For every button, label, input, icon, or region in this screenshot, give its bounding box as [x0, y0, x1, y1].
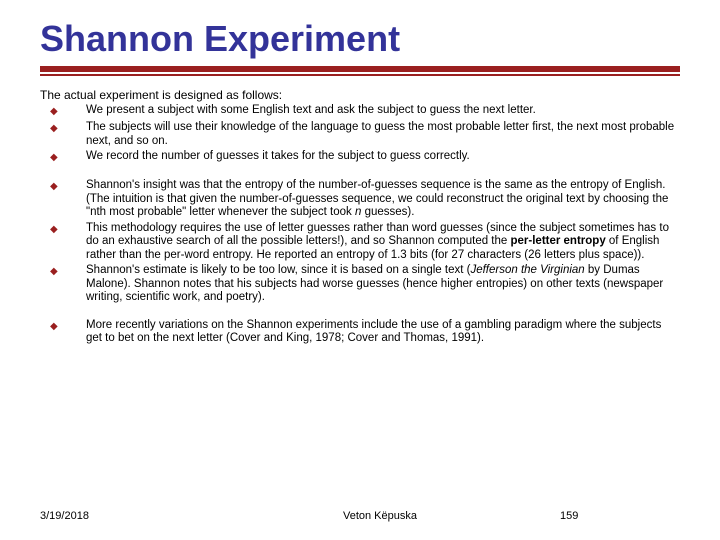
slide-footer: 3/19/2018 Veton Këpuska 159: [40, 510, 680, 522]
bullet-text: The subjects will use their knowledge of…: [86, 121, 680, 148]
title-rule: [40, 66, 680, 76]
list-item: ◆ More recently variations on the Shanno…: [50, 319, 680, 346]
diamond-icon: ◆: [50, 264, 86, 279]
diamond-icon: ◆: [50, 319, 86, 334]
intro-text: The actual experiment is designed as fol…: [40, 88, 680, 102]
diamond-icon: ◆: [50, 121, 86, 136]
bullet-text: Shannon's estimate is likely to be too l…: [86, 264, 680, 305]
list-item: ◆ The subjects will use their knowledge …: [50, 121, 680, 148]
diamond-icon: ◆: [50, 104, 86, 119]
footer-date: 3/19/2018: [40, 510, 260, 522]
list-item: ◆ We record the number of guesses it tak…: [50, 150, 680, 165]
bullet-text: More recently variations on the Shannon …: [86, 319, 680, 346]
list-item: ◆ Shannon's estimate is likely to be too…: [50, 264, 680, 305]
italic-title: Jefferson the Virginian: [470, 264, 584, 276]
slide: Shannon Experiment The actual experiment…: [0, 0, 720, 540]
bullet-text: We present a subject with some English t…: [86, 104, 680, 118]
text-span: Shannon's estimate is likely to be too l…: [86, 264, 470, 276]
bullet-text: We record the number of guesses it takes…: [86, 150, 680, 164]
footer-author: Veton Këpuska: [260, 510, 500, 522]
list-item: ◆ We present a subject with some English…: [50, 104, 680, 119]
diamond-icon: ◆: [50, 179, 86, 194]
bullet-text: This methodology requires the use of let…: [86, 222, 680, 263]
bullet-group-3: ◆ More recently variations on the Shanno…: [50, 319, 680, 346]
diamond-icon: ◆: [50, 150, 86, 165]
text-span: guesses).: [361, 206, 414, 218]
bullet-text: Shannon's insight was that the entropy o…: [86, 179, 680, 220]
footer-page: 159: [500, 510, 680, 522]
bullet-group-2: ◆ Shannon's insight was that the entropy…: [50, 179, 680, 305]
bold-term: per-letter entropy: [511, 235, 606, 247]
bullet-group-1: ◆ We present a subject with some English…: [50, 104, 680, 165]
list-item: ◆ Shannon's insight was that the entropy…: [50, 179, 680, 220]
slide-title: Shannon Experiment: [40, 18, 680, 60]
list-item: ◆ This methodology requires the use of l…: [50, 222, 680, 263]
diamond-icon: ◆: [50, 222, 86, 237]
